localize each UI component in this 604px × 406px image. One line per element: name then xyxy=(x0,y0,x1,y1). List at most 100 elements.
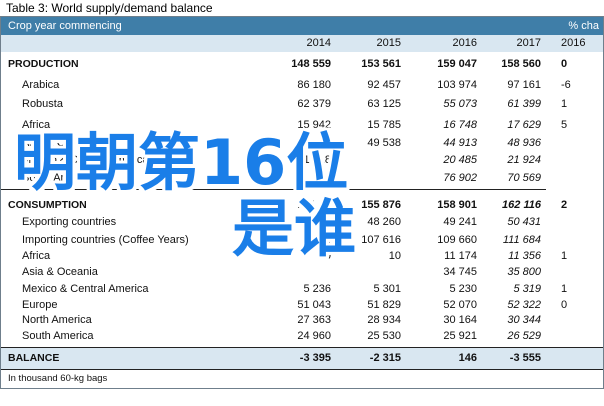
cell: 52 070 xyxy=(443,299,477,311)
divider xyxy=(1,189,546,190)
row-label: Europe xyxy=(22,299,58,311)
cell: -3 395 xyxy=(299,352,331,364)
cell: 49 241 xyxy=(443,216,477,228)
table-row: Mexico & Central America 5 236 5 301 5 2… xyxy=(1,282,603,297)
cell: 51 043 xyxy=(297,299,331,311)
year-header-row: 2014 2015 2016 2017 2016 xyxy=(1,35,603,52)
table-row: Asia & Oceania 49 538 44 913 48 936 xyxy=(1,136,603,151)
production-label: PRODUCTION xyxy=(8,58,79,70)
cell: 2 xyxy=(561,199,568,211)
cell: 28 934 xyxy=(367,314,401,326)
cell: 109 660 xyxy=(437,234,477,246)
balance-band xyxy=(1,347,603,369)
header-row: Crop year commencing % cha xyxy=(1,17,603,35)
balance-label: BALANCE xyxy=(8,352,60,364)
table-row: South America 24 960 25 530 25 921 26 52… xyxy=(1,329,603,344)
cell: 92 457 xyxy=(367,79,401,91)
table-row: Importing countries (Coffee Years) 104 1… xyxy=(1,233,603,248)
row-label: Africa xyxy=(22,119,51,131)
cell: 26 529 xyxy=(507,330,541,342)
row-label: Asia & Oceania xyxy=(22,137,98,149)
cell: 97 161 xyxy=(507,79,541,91)
row-label: South America xyxy=(22,172,94,184)
cell: 11 174 xyxy=(444,250,477,262)
table-row: Africa 10 10 11 174 11 356 1 xyxy=(1,249,603,264)
cell: 61 399 xyxy=(507,98,541,110)
cell: 1 xyxy=(561,98,568,110)
cell: 63 125 xyxy=(367,98,401,110)
cell: -2 315 xyxy=(369,352,401,364)
cell: 1 xyxy=(561,250,568,262)
production-row: PRODUCTION 148 559 153 561 159 047 158 5… xyxy=(1,57,603,72)
cell: 104 xyxy=(312,234,331,246)
supply-demand-table: Crop year commencing % cha 2014 2015 201… xyxy=(0,16,604,389)
cell: 111 684 xyxy=(502,234,541,246)
crop-year-header: Crop year commencing xyxy=(8,20,122,32)
year-2014: 2014 xyxy=(306,37,331,49)
cell: 10 xyxy=(388,250,401,262)
cell: 0 xyxy=(561,58,568,70)
cell: 103 974 xyxy=(437,79,477,91)
cell: 62 379 xyxy=(297,98,331,110)
table-row: South America 76 902 70 569 xyxy=(1,171,603,186)
row-label: Importing countries (Coffee Years) xyxy=(22,234,189,246)
cell: 30 344 xyxy=(507,314,541,326)
cell: 44 913 xyxy=(443,137,477,149)
table-row: Europe 51 043 51 829 52 070 52 322 0 xyxy=(1,298,603,313)
table-row: North America 27 363 28 934 30 164 30 34… xyxy=(1,313,603,328)
cell: 15 785 xyxy=(367,119,401,131)
table-row: Arabica 86 180 92 457 103 974 97 161 -6 xyxy=(1,78,603,93)
cell: 34 745 xyxy=(443,266,477,278)
cell: 70 569 xyxy=(507,172,541,184)
cell: 24 960 xyxy=(297,330,331,342)
cell: 20 485 xyxy=(443,154,477,166)
cell: 25 921 xyxy=(443,330,477,342)
cell: 15 942 xyxy=(297,119,331,131)
cell: 30 164 xyxy=(443,314,477,326)
cell: -3 555 xyxy=(509,352,541,364)
cell: 158 901 xyxy=(437,199,477,211)
cell: 10 xyxy=(318,250,331,262)
cell: 35 800 xyxy=(507,266,541,278)
cell: 27 363 xyxy=(297,314,331,326)
change-subheader: 2016 xyxy=(561,37,586,49)
cell: 153 561 xyxy=(361,58,401,70)
cell: 76 902 xyxy=(443,172,477,184)
cell: 155 876 xyxy=(361,199,401,211)
cell: 51 829 xyxy=(367,299,401,311)
row-label: Asia & Oceania xyxy=(22,266,98,278)
year-2015: 2015 xyxy=(376,37,401,49)
cell: 17 629 xyxy=(507,119,541,131)
cell: 107 616 xyxy=(361,234,401,246)
table-row: Robusta 62 379 63 125 55 073 61 399 1 xyxy=(1,97,603,112)
balance-row: BALANCE -3 395 -2 315 146 -3 555 xyxy=(1,351,603,366)
cell: 151 95 xyxy=(297,199,331,211)
row-label: North America xyxy=(22,314,92,326)
cell: 48 936 xyxy=(507,137,541,149)
cell: 11 356 xyxy=(508,250,541,262)
cell: 146 xyxy=(458,352,477,364)
row-label: Mexico & Central America xyxy=(22,154,149,166)
cell: 17 18 xyxy=(303,154,331,166)
row-label: South America xyxy=(22,330,94,342)
cell: 25 530 xyxy=(367,330,401,342)
cell: 48 260 xyxy=(367,216,401,228)
cell: 5 319 xyxy=(513,283,541,295)
row-label: Arabica xyxy=(22,79,60,91)
table-row: Exporting countries 48 260 49 241 50 431 xyxy=(1,215,603,230)
cell: 0 xyxy=(561,299,568,311)
cell: 49 538 xyxy=(367,137,401,149)
footnote: In thousand 60-kg bags xyxy=(8,373,108,384)
cell: 1 xyxy=(561,283,568,295)
cell: 159 047 xyxy=(437,58,477,70)
row-label: Africa xyxy=(22,250,51,262)
year-2016: 2016 xyxy=(452,37,477,49)
cell: 50 431 xyxy=(507,216,541,228)
divider xyxy=(1,369,603,370)
table-row: Mexico & Central America 17 18 20 485 21… xyxy=(1,153,603,168)
cell: 5 236 xyxy=(303,283,331,295)
cell: 5 301 xyxy=(373,283,401,295)
cell: 21 924 xyxy=(507,154,541,166)
row-label: Mexico & Central America xyxy=(22,283,149,295)
table-title: Table 3: World supply/demand balance xyxy=(6,1,213,15)
